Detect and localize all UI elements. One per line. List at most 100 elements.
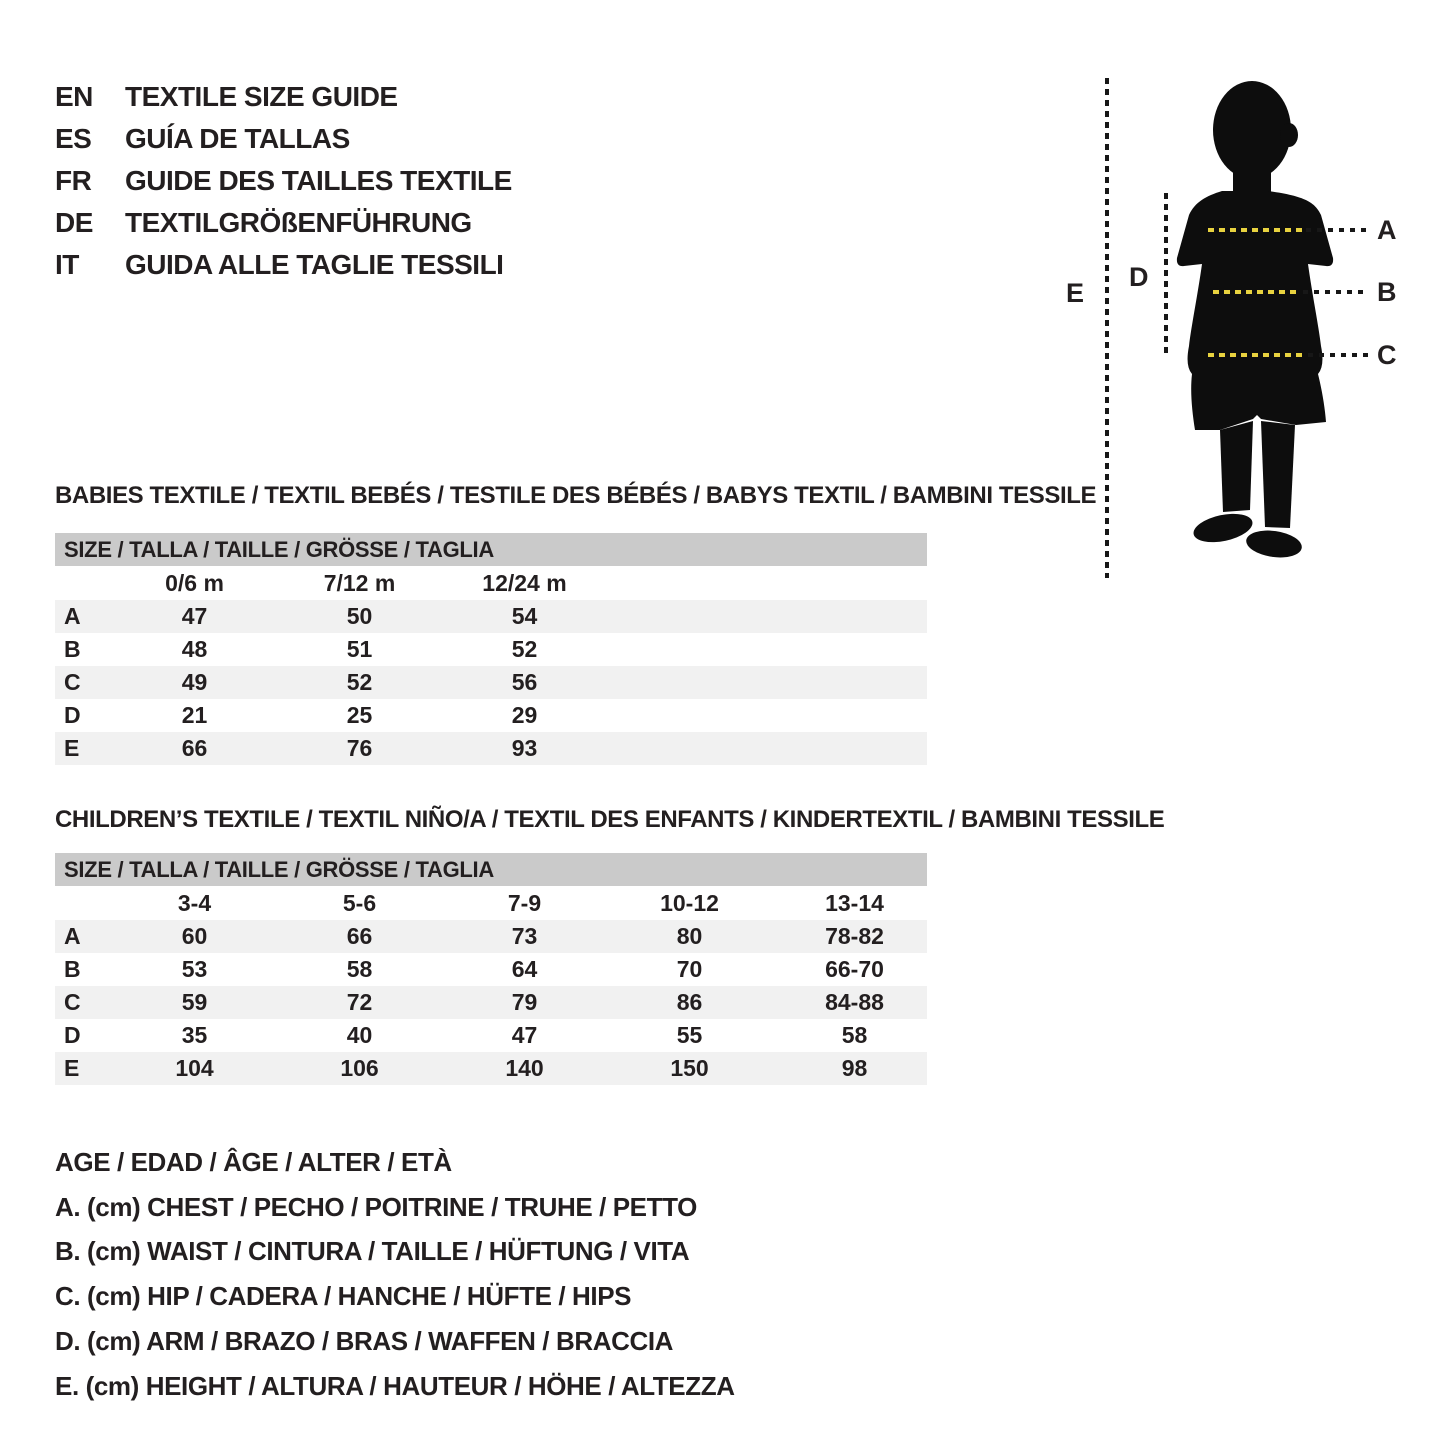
row-label: B [64, 636, 81, 662]
cell: 58 [346, 956, 373, 982]
language-title: GUIDE DES TAILLES TEXTILE [125, 165, 512, 196]
legend-line: E. (cm) HEIGHT / ALTURA / HAUTEUR / HÖHE… [55, 1370, 735, 1401]
column-header: 13-14 [825, 890, 884, 916]
cell: 66 [346, 923, 373, 949]
column-header: 7/12 m [323, 570, 396, 596]
cell: 52 [511, 636, 538, 662]
cell: 29 [511, 702, 538, 728]
hip-leader-line-c [1308, 353, 1368, 357]
column-header: 3-4 [177, 890, 212, 916]
cell: 47 [181, 603, 208, 629]
cell: 35 [181, 1022, 208, 1048]
table-row: A 47 50 54 [55, 600, 927, 633]
arm-dotted-line-d [1164, 193, 1168, 353]
language-title: TEXTILGRÖßENFÜHRUNG [125, 207, 472, 238]
child-silhouette [1176, 81, 1334, 558]
cell: 53 [181, 956, 208, 982]
column-header: 5-6 [342, 890, 377, 916]
cell: 73 [511, 923, 538, 949]
language-code: IT [55, 249, 79, 280]
table-row: D 35 40 47 55 58 [55, 1019, 927, 1052]
cell: 104 [175, 1055, 214, 1081]
cell: 56 [511, 669, 538, 695]
cell: 79 [511, 989, 538, 1015]
language-row: EN TEXTILE SIZE GUIDE [55, 76, 512, 118]
chest-dashed-line-a [1208, 228, 1304, 232]
cell: 54 [511, 603, 538, 629]
cell: 51 [346, 636, 373, 662]
language-row: FR GUIDE DES TAILLES TEXTILE [55, 160, 512, 202]
language-title: GUIDA ALLE TAGLIE TESSILI [125, 249, 504, 280]
cell: 50 [346, 603, 373, 629]
cell: 72 [346, 989, 373, 1015]
cell: 150 [670, 1055, 709, 1081]
cell: 49 [181, 669, 208, 695]
row-label: D [64, 1022, 81, 1048]
language-code: ES [55, 123, 92, 154]
column-header-row: 0/6 m 7/12 m 12/24 m [55, 566, 927, 600]
cell: 140 [505, 1055, 544, 1081]
size-header-bar: SIZE / TALLA / TAILLE / GRÖSSE / TAGLIA [55, 533, 927, 566]
row-label-spacer [55, 886, 112, 920]
language-code: FR [55, 165, 92, 196]
table-row: C 59 72 79 86 84-88 [55, 986, 927, 1019]
cell: 76 [346, 735, 373, 761]
language-row: ES GUÍA DE TALLAS [55, 118, 512, 160]
legend-line: C. (cm) HIP / CADERA / HANCHE / HÜFTE / … [55, 1281, 632, 1312]
measurement-diagram: A B C D E [0, 0, 1445, 620]
cell: 78-82 [825, 923, 884, 949]
children-size-table: SIZE / TALLA / TAILLE / GRÖSSE / TAGLIA 3… [55, 853, 927, 1085]
cell: 106 [340, 1055, 379, 1081]
row-label: E [64, 1055, 80, 1081]
children-section-title: CHILDREN’S TEXTILE / TEXTIL NIÑO/A / TEX… [55, 806, 1165, 833]
cell: 59 [181, 989, 208, 1015]
measure-label-c: C [1377, 340, 1397, 370]
cell: 25 [346, 702, 373, 728]
table-row: B 53 58 64 70 66-70 [55, 953, 927, 986]
cell: 66 [181, 735, 208, 761]
table-row: D 21 25 29 [55, 699, 927, 732]
table-row: A 60 66 73 80 78-82 [55, 920, 927, 953]
table-row: C 49 52 56 [55, 666, 927, 699]
row-label: E [64, 735, 80, 761]
cell: 70 [676, 956, 703, 982]
column-header: 7-9 [507, 890, 542, 916]
cell: 52 [346, 669, 373, 695]
cell: 60 [181, 923, 208, 949]
cell: 84-88 [825, 989, 884, 1015]
height-dotted-line-e [1105, 78, 1109, 578]
row-label-spacer [55, 566, 112, 600]
cell: 93 [511, 735, 538, 761]
legend-line: AGE / EDAD / ÂGE / ALTER / ETÀ [55, 1146, 452, 1177]
cell: 21 [181, 702, 208, 728]
legend-line: D. (cm) ARM / BRAZO / BRAS / WAFFEN / BR… [55, 1326, 674, 1357]
legend-line: B. (cm) WAIST / CINTURA / TAILLE / HÜFTU… [55, 1236, 690, 1267]
babies-section-title: BABIES TEXTILE / TEXTIL BEBÉS / TESTILE … [55, 482, 1097, 509]
language-header: EN TEXTILE SIZE GUIDE ES GUÍA DE TALLAS FR GU… [55, 76, 512, 286]
row-label: C [64, 989, 81, 1015]
cell: 55 [676, 1022, 703, 1048]
cell: 40 [346, 1022, 373, 1048]
column-header-row: 3-4 5-6 7-9 10-12 13-14 [55, 886, 927, 920]
column-header: 0/6 m [165, 570, 224, 596]
language-title: GUÍA DE TALLAS [125, 123, 350, 154]
column-header: 12/24 m [482, 570, 567, 596]
cell: 66-70 [825, 956, 884, 982]
cell: 58 [841, 1022, 868, 1048]
legend-line: A. (cm) CHEST / PECHO / POITRINE / TRUHE… [55, 1191, 697, 1222]
cell: 80 [676, 923, 703, 949]
measure-label-a: A [1377, 215, 1397, 245]
size-header-bar: SIZE / TALLA / TAILLE / GRÖSSE / TAGLIA [55, 853, 927, 886]
babies-size-table: SIZE / TALLA / TAILLE / GRÖSSE / TAGLIA 0… [55, 533, 927, 765]
cell: 47 [511, 1022, 538, 1048]
chest-leader-line-a [1306, 228, 1368, 232]
cell: 48 [181, 636, 208, 662]
waist-dashed-line-b [1213, 290, 1301, 294]
waist-leader-line-b [1303, 290, 1368, 294]
table-row: B 48 51 52 [55, 633, 927, 666]
measure-label-d: D [1129, 262, 1149, 292]
table-row: E 66 76 93 [55, 732, 927, 765]
language-row: DE TEXTILGRÖßENFÜHRUNG [55, 202, 512, 244]
cell: 86 [676, 989, 703, 1015]
